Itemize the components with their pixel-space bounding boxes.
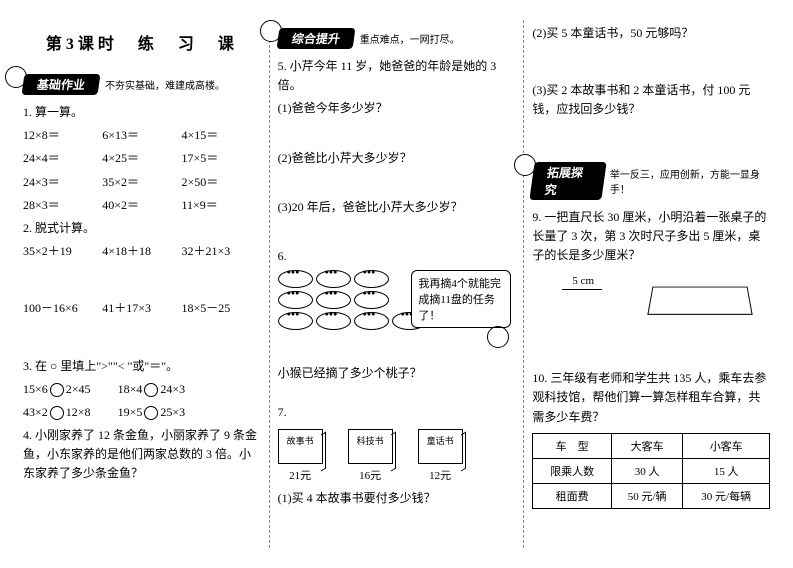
- q4-text: 4. 小刚家养了 12 条金鱼，小丽家养了 9 条金鱼，小东家养的是他们两家总数…: [23, 426, 261, 484]
- banner-sub: 不夯实基础，难建成高楼。: [105, 77, 225, 92]
- book-price: 16元: [348, 467, 393, 483]
- q1-r4: 28×3＝40×2＝11×9＝: [23, 196, 261, 215]
- q3-r1: 15×62×45 18×424×3: [23, 380, 261, 399]
- page-title: 第3课时 练 习 课: [23, 30, 261, 54]
- q6-head: 6.: [278, 247, 516, 266]
- q7-s2: (2)买 5 本童话书，50 元够吗？: [532, 24, 770, 43]
- th: 大客车: [611, 433, 682, 458]
- desk-label: 5 cm: [572, 275, 594, 287]
- td: 30 人: [611, 458, 682, 483]
- book-price: 21元: [278, 467, 323, 483]
- q5-p1: (1)爸爸今年多少岁？: [278, 99, 516, 118]
- banner-mid: 综合提升 重点难点，一网打尽。: [278, 28, 516, 49]
- book-icon: 故事书: [278, 429, 323, 464]
- q6-text: 小猴已经摘了多少个桃子？: [278, 364, 516, 383]
- column-1: 第3课时 练 习 课 基础作业 不夯实基础，难建成高楼。 1. 算一算。 12×…: [15, 20, 270, 548]
- banner-label: 综合提升: [276, 28, 355, 49]
- q5-p2: (2)爸爸比小芹大多少岁？: [278, 149, 516, 168]
- q3-r2: 43×212×8 19×525×3: [23, 403, 261, 422]
- q7-s3: (3)买 2 本故事书和 2 本童话书，付 100 元钱，应找回多少钱？: [532, 81, 770, 119]
- banner-sub: 重点难点，一网打尽。: [360, 31, 460, 46]
- book-price: 12元: [418, 467, 463, 483]
- circle-blank: [144, 383, 158, 397]
- q2-r1: 35×2＋194×18＋1832＋21×3: [23, 242, 261, 261]
- book-icon: 童话书: [418, 429, 463, 464]
- td: 限乘人数: [533, 458, 612, 483]
- q3-head: 3. 在 ○ 里填上">""< "或"＝"。: [23, 357, 261, 376]
- td: 30 元/每辆: [683, 483, 770, 508]
- q10-table: 车 型大客车小客车 限乘人数30 人15 人 租面费50 元/辆30 元/每辆: [532, 433, 770, 509]
- banner-label: 基础作业: [22, 74, 101, 95]
- td: 15 人: [683, 458, 770, 483]
- q1-r1: 12×8＝6×13＝4×15＝: [23, 126, 261, 145]
- q1-r3: 24×3＝35×2＝2×50＝: [23, 173, 261, 192]
- column-2: 综合提升 重点难点，一网打尽。 5. 小芹今年 11 岁，她爸爸的年龄是她的 3…: [270, 20, 525, 548]
- q9-head: 9. 一把直尺长 30 厘米，小明沿着一张桌子的长量了 3 次，第 3 次时尺子…: [532, 208, 770, 266]
- q1-r2: 24×4＝4×25＝17×5＝: [23, 149, 261, 168]
- th: 小客车: [683, 433, 770, 458]
- circle-blank: [50, 383, 64, 397]
- q2-head: 2. 脱式计算。: [23, 219, 261, 238]
- column-3: (2)买 5 本童话书，50 元够吗？ (3)买 2 本故事书和 2 本童话书，…: [524, 20, 778, 548]
- banner-basic: 基础作业 不夯实基础，难建成高楼。: [23, 74, 261, 95]
- q2-r2: 100－16×641＋17×318×5－25: [23, 299, 261, 318]
- q1-head: 1. 算一算。: [23, 103, 261, 122]
- q7-books: 故事书 21元 科技书 16元 童话书 12元: [278, 429, 516, 483]
- q7-s1: (1)买 4 本故事书要付多少钱？: [278, 489, 516, 508]
- th: 车 型: [533, 433, 612, 458]
- banner-label: 拓展探究: [530, 162, 607, 200]
- q5-p3: (3)20 年后，爸爸比小芹大多少岁？: [278, 198, 516, 217]
- circle-blank: [144, 406, 158, 420]
- td: 租面费: [533, 483, 612, 508]
- q5-head: 5. 小芹今年 11 岁，她爸爸的年龄是她的 3 倍。: [278, 57, 516, 95]
- speech-bubble: 我再摘4个就能完成摘11盘的任务了！: [411, 270, 511, 328]
- q10-head: 10. 三年级有老师和学生共 135 人，乘车去参观科技馆，帮他们算一算怎样租车…: [532, 369, 770, 427]
- banner-sub: 举一反三，应用创新，方能一显身手！: [610, 166, 770, 196]
- q6-figure: 我再摘4个就能完成摘11盘的任务了！: [278, 270, 516, 360]
- book-icon: 科技书: [348, 429, 393, 464]
- banner-ext: 拓展探究 举一反三，应用创新，方能一显身手！: [532, 162, 770, 200]
- arrow-icon: [562, 289, 602, 290]
- desk-figure: 5 cm: [532, 275, 770, 345]
- desk-icon: [647, 287, 752, 315]
- q7-head: 7.: [278, 403, 516, 422]
- td: 50 元/辆: [611, 483, 682, 508]
- circle-blank: [50, 406, 64, 420]
- monkey-icon: [487, 326, 509, 348]
